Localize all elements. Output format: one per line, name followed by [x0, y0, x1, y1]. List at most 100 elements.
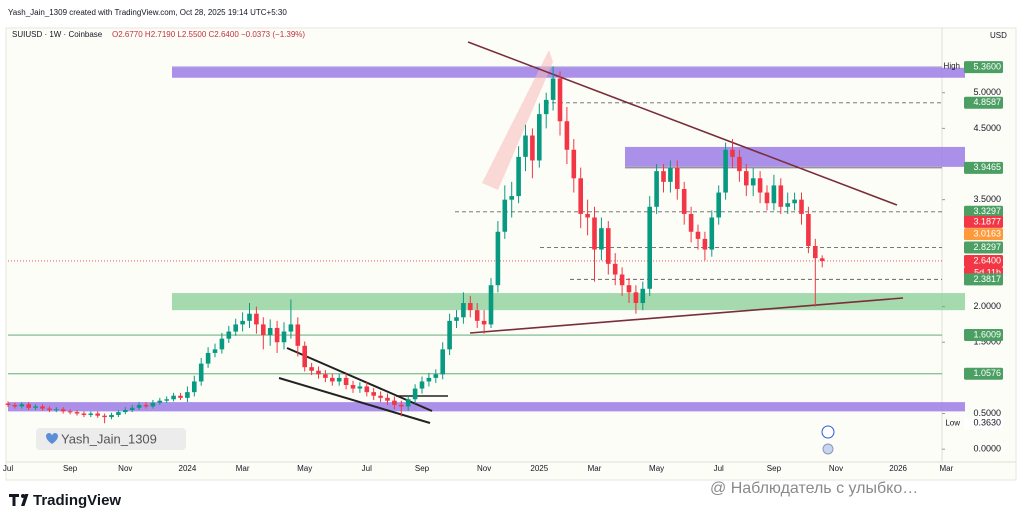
candle-body	[750, 178, 756, 186]
price-label-box	[964, 241, 1003, 254]
candle-body	[523, 135, 528, 157]
flag-icon	[822, 443, 834, 455]
candle-body	[626, 285, 632, 293]
candle-body	[288, 324, 294, 332]
candle-body	[474, 310, 480, 321]
candle-body	[164, 399, 169, 401]
price-label-box	[964, 215, 1003, 228]
x-tick-label: Jul	[714, 464, 724, 473]
y-tick-label: 4.5000	[973, 123, 1001, 133]
chart-frame	[5, 27, 1017, 481]
price-label: 4.8587	[973, 97, 1001, 107]
candle-body	[447, 320, 452, 350]
price-label: 2.8297	[973, 242, 1001, 252]
candle-body	[212, 349, 218, 353]
candle-body	[716, 192, 721, 218]
candle-body	[19, 404, 25, 407]
price-label-tag: High	[944, 61, 960, 70]
logo-mark	[9, 494, 29, 506]
y-tick-label: 0.0000	[973, 444, 1001, 454]
candle-body	[640, 288, 646, 304]
x-tick-label: Nov	[118, 464, 132, 473]
price-label: 1.0576	[973, 368, 1001, 378]
x-tick-label: 2026	[889, 464, 907, 473]
candle-body	[392, 400, 397, 405]
candle-body	[54, 409, 59, 411]
trendline-lower	[469, 297, 904, 334]
x-tick-label: Jul	[362, 464, 372, 473]
candle-body	[661, 171, 666, 182]
candle-body	[612, 263, 618, 275]
price-label-box	[964, 205, 1003, 218]
candle-body	[233, 324, 238, 332]
candle-body	[606, 228, 611, 264]
event-icon	[821, 425, 835, 439]
candle-body	[571, 149, 577, 179]
candle-body	[454, 317, 459, 321]
candle-body	[433, 374, 439, 378]
candle-body	[316, 370, 321, 375]
logo-dot	[21, 494, 25, 498]
heart-icon	[46, 433, 58, 444]
x-tick-label: Jul	[3, 464, 13, 473]
watermark-box	[36, 428, 186, 450]
price-label: 3.9465	[973, 162, 1001, 172]
candle-body	[336, 377, 342, 382]
x-tick-label: 2025	[530, 464, 548, 473]
candle-body	[364, 386, 370, 393]
candle-body	[26, 404, 31, 408]
watermark: Yash_Jain_1309	[61, 431, 157, 446]
x-tick-label: Mar	[236, 464, 250, 473]
price-label-box	[964, 417, 1003, 430]
candle-body	[688, 213, 694, 232]
brand-logo: TradingView	[9, 492, 121, 509]
candles	[5, 66, 825, 424]
price-label: 5.3600	[973, 61, 1001, 71]
currency: USD	[990, 31, 1007, 40]
candle-body	[240, 320, 245, 325]
price-label-box	[964, 273, 1003, 286]
zone	[8, 402, 965, 412]
candle-body	[302, 345, 307, 368]
candle-body	[592, 217, 597, 250]
candle-body	[12, 404, 18, 407]
candle-body	[88, 413, 94, 415]
candle-body	[813, 246, 818, 259]
candle-body	[274, 327, 280, 343]
candle-body	[226, 331, 232, 339]
candle-body	[619, 274, 625, 286]
candle-body	[819, 258, 825, 261]
candle-body	[60, 409, 66, 412]
candle-body	[350, 385, 356, 389]
candle-body	[74, 412, 80, 414]
candle-body	[267, 327, 273, 336]
candle-body	[219, 338, 225, 350]
y-tick-label: 0.5000	[973, 408, 1001, 418]
candle-body	[461, 303, 466, 318]
channel-lower	[278, 377, 431, 424]
candle-body	[419, 381, 425, 389]
candle-body	[599, 228, 604, 250]
price-label: 2.3817	[973, 274, 1001, 284]
candle-body	[585, 213, 590, 218]
candle-body	[67, 411, 73, 413]
candle-body	[116, 412, 121, 415]
trendline-upper	[467, 41, 898, 206]
candle-body	[468, 303, 473, 311]
candle-body	[81, 413, 87, 415]
candle-body	[516, 156, 521, 197]
candle-body	[695, 231, 701, 239]
price-label: 3.0163	[973, 229, 1001, 239]
x-tick-label: May	[297, 464, 312, 473]
x-tick-label: Sep	[767, 464, 782, 473]
candle-body	[295, 324, 301, 346]
candle-body	[157, 400, 163, 403]
x-tick-label: Sep	[415, 464, 430, 473]
y-tick-label: 5.0000	[973, 87, 1001, 97]
x-tick-label: 2024	[179, 464, 197, 473]
candle-body	[764, 192, 770, 204]
zone	[172, 293, 965, 311]
candle-body	[123, 409, 128, 413]
zone	[172, 67, 965, 78]
candle-body	[343, 377, 349, 386]
